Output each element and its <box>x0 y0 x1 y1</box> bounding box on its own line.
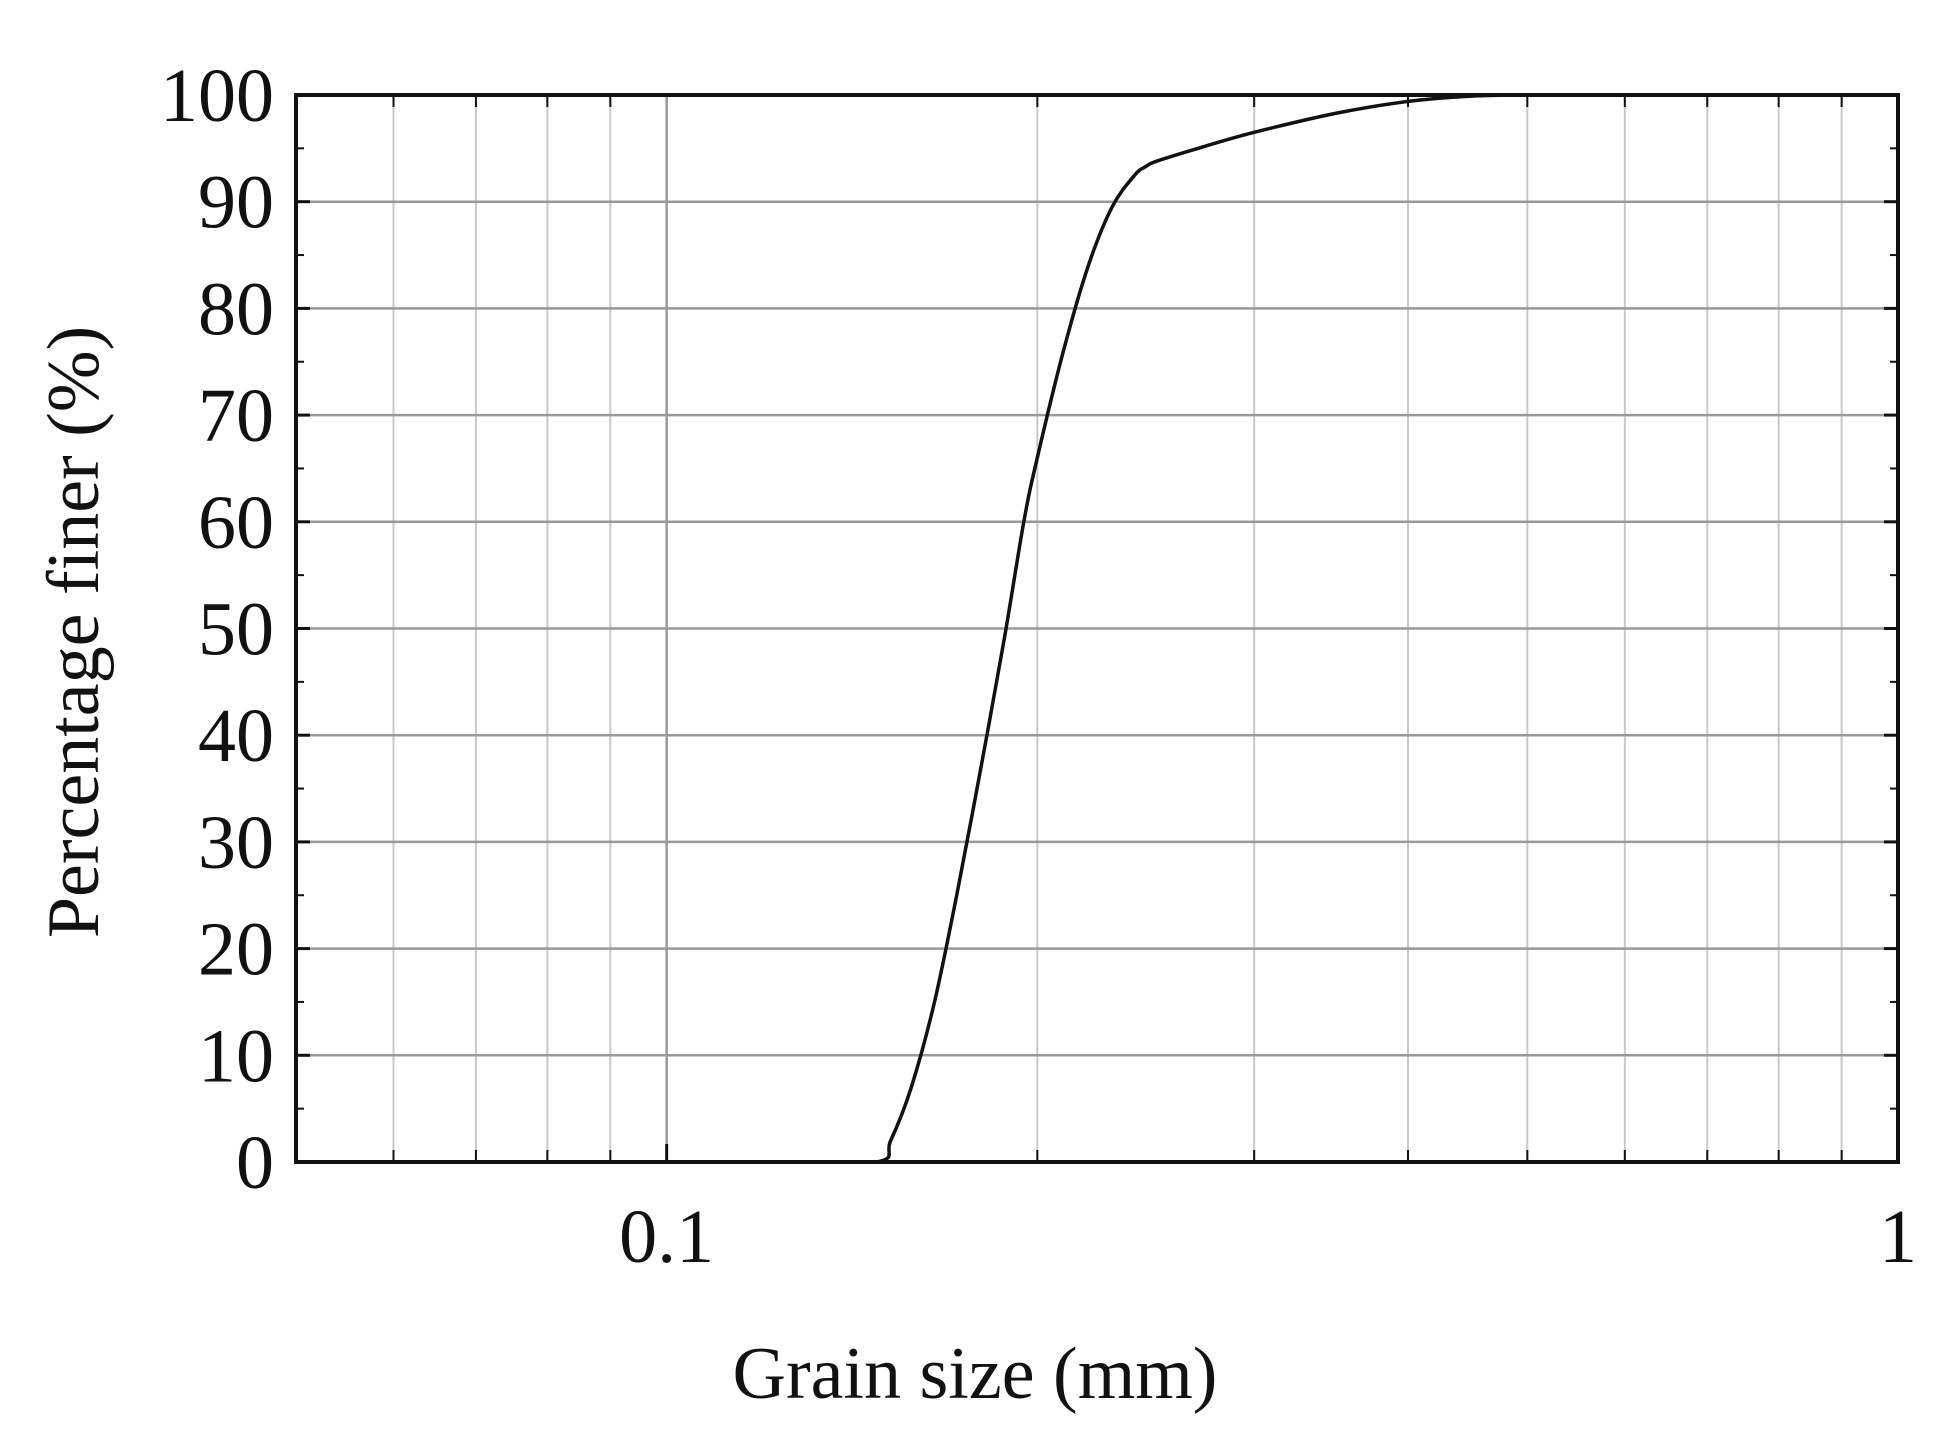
y-tick-label: 40 <box>198 694 274 778</box>
y-tick-label: 50 <box>198 588 274 672</box>
x-tick-label: 0.1 <box>619 1195 714 1279</box>
x-axis-title: Grain size (mm) <box>733 1333 1218 1415</box>
x-tick-labels: 0.1 1 <box>619 1195 1917 1279</box>
y-axis-title: Percentage finer (%) <box>33 326 115 938</box>
plot-frame <box>294 93 1900 1164</box>
y-tick-label: 10 <box>198 1014 274 1098</box>
y-tick-label: 60 <box>198 481 274 565</box>
y-tick-label: 70 <box>198 374 274 458</box>
y-tick-label: 20 <box>198 908 274 992</box>
y-tick-label: 30 <box>198 801 274 885</box>
y-tick-label: 0 <box>236 1121 274 1205</box>
y-tick-label: 90 <box>198 161 274 245</box>
x-tick-label: 1 <box>1879 1195 1917 1279</box>
y-tick-labels: 0 10 20 30 40 50 60 70 80 90 100 <box>160 54 274 1205</box>
y-tick-label: 100 <box>160 54 274 138</box>
y-tick-label: 80 <box>198 267 274 351</box>
